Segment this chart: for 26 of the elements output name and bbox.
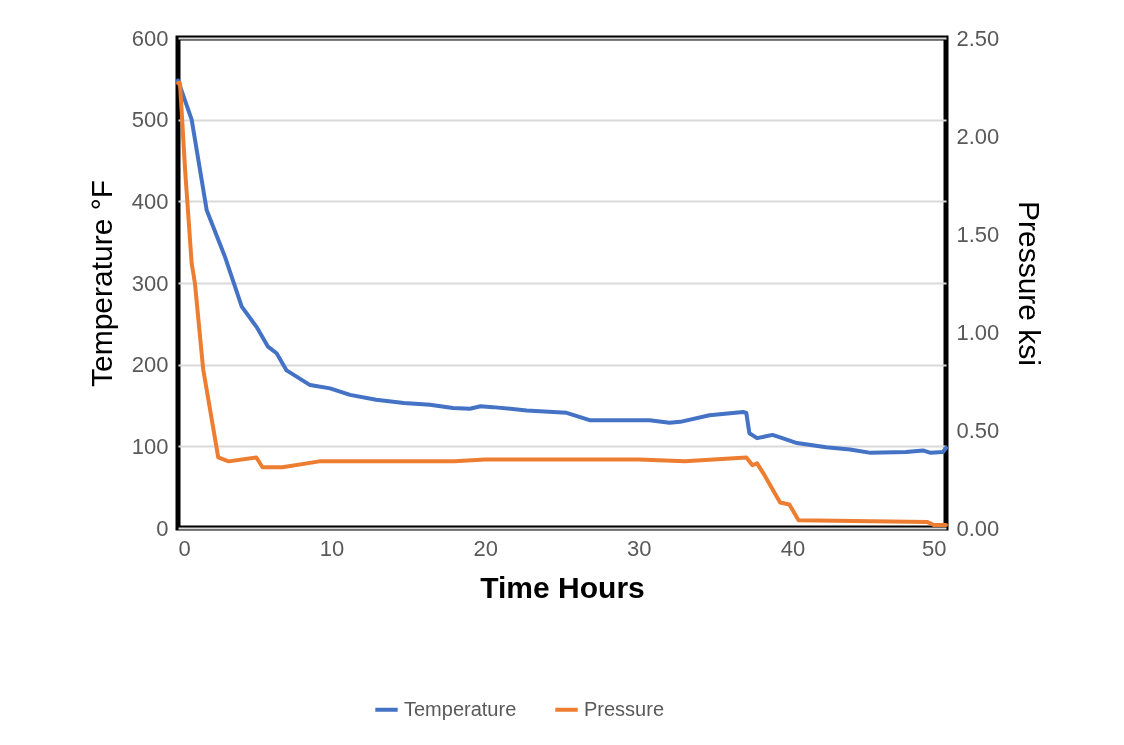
y-axis-title: Temperature °F: [84, 179, 118, 388]
x-tick-label: 40: [780, 535, 806, 561]
y-tick-label: 500: [131, 107, 169, 133]
y2-tick-label: 2.00: [956, 123, 1000, 149]
x-tick-label: 10: [319, 535, 345, 561]
x-tick-label: 0: [178, 535, 191, 561]
y-tick-label: 200: [131, 352, 169, 378]
y-tick-label: 600: [131, 25, 169, 51]
y-tick-label: 100: [131, 433, 169, 459]
y-tick-label: 300: [131, 270, 169, 296]
x-tick-label: 20: [473, 535, 498, 561]
line-series: [176, 78, 948, 455]
x-axis-title: Time Hours: [480, 570, 645, 604]
y2-tick-label: 1.00: [956, 319, 1000, 345]
y2-tick-label: 2.50: [956, 25, 1000, 51]
line-series: [176, 81, 948, 528]
legend-label: Temperature: [404, 697, 517, 720]
y2-tick-label: 1.50: [956, 221, 1000, 247]
y-tick-label: 0: [156, 515, 169, 541]
y2-tick-label: 0.00: [956, 515, 1000, 541]
legend-label: Pressure: [584, 697, 665, 720]
y2-axis-title: Pressure ksi: [1013, 200, 1047, 367]
x-tick-label: 30: [627, 535, 652, 561]
y-tick-label: 400: [131, 188, 169, 214]
x-tick-label: 50: [922, 535, 947, 561]
y2-tick-label: 0.50: [956, 417, 1000, 443]
